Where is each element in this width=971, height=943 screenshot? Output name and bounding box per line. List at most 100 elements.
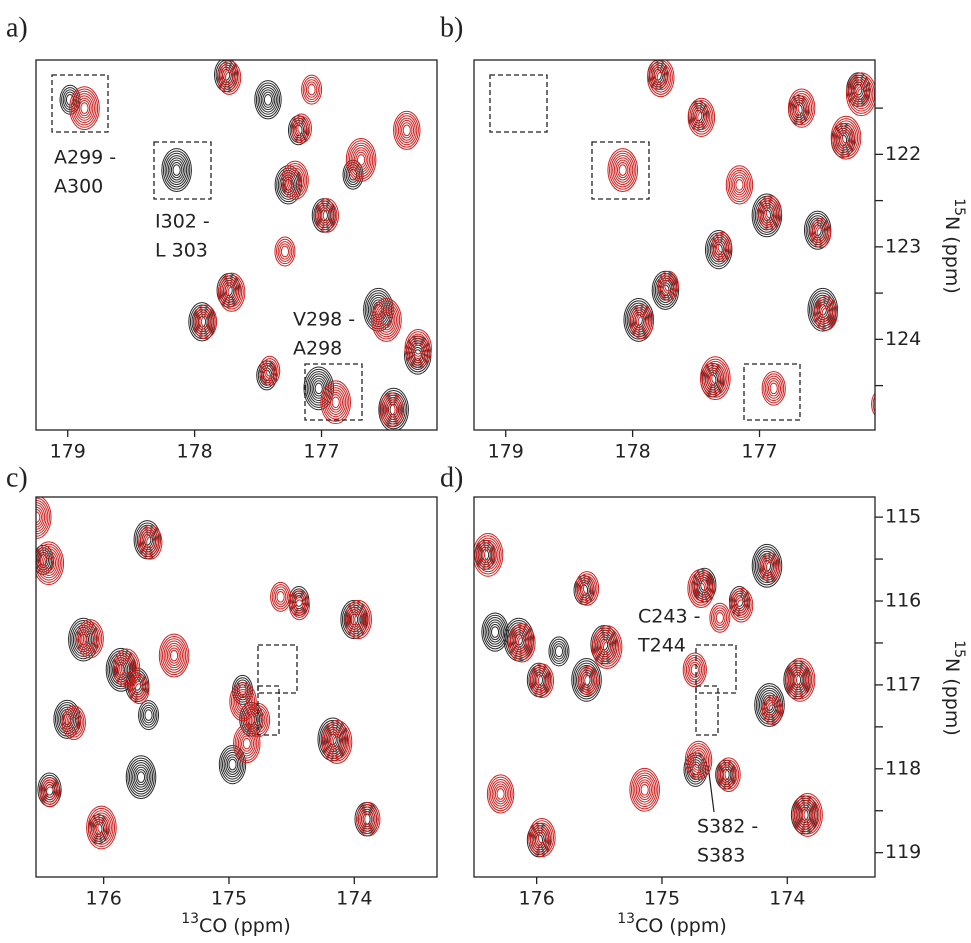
contour (482, 546, 494, 563)
contour (629, 304, 654, 340)
contour (651, 64, 670, 91)
contour (640, 783, 649, 796)
contour (241, 735, 253, 752)
peak (759, 552, 781, 583)
contour (225, 284, 238, 301)
contour (762, 557, 778, 578)
contour (325, 387, 347, 418)
contour (496, 788, 505, 800)
contour (112, 648, 141, 688)
peak (356, 801, 381, 837)
contour (574, 571, 600, 606)
contour (84, 630, 96, 647)
contour (324, 724, 350, 760)
peak (629, 304, 654, 340)
highlight-box (591, 141, 650, 200)
contour (689, 747, 708, 774)
peak (700, 356, 731, 401)
peak (757, 195, 783, 230)
contour (292, 594, 307, 616)
contour (141, 704, 156, 726)
contour (242, 737, 251, 750)
peak (345, 138, 377, 182)
peak (320, 380, 352, 425)
contour (374, 302, 399, 338)
peak (574, 571, 600, 606)
contour (144, 709, 153, 721)
contour (39, 777, 61, 808)
peak (474, 532, 504, 577)
contour (36, 545, 61, 581)
contour (708, 367, 723, 389)
contour (225, 754, 240, 775)
contour (833, 120, 859, 155)
contour (70, 88, 99, 128)
contour (331, 396, 340, 409)
peak (233, 724, 261, 764)
peak (845, 72, 875, 117)
contour (219, 274, 244, 310)
highlight-box (695, 685, 719, 736)
contour (314, 382, 323, 395)
contour (199, 313, 211, 330)
peak-annotation: T244 (637, 635, 686, 657)
contour (576, 573, 598, 604)
contour (594, 629, 620, 665)
contour (761, 371, 786, 406)
peak (607, 148, 639, 192)
contour (529, 820, 555, 855)
contour (801, 806, 814, 824)
x-tick-label: 174 (769, 888, 805, 910)
highlight-box (489, 74, 548, 133)
contour (764, 204, 776, 221)
contour (686, 743, 711, 778)
contour (409, 335, 428, 362)
x-tick-label: 175 (644, 888, 680, 910)
contour (200, 315, 210, 328)
peak (591, 625, 623, 670)
contour (821, 307, 830, 320)
peak (69, 86, 100, 130)
contour (255, 82, 281, 118)
contour (41, 552, 57, 574)
contour (754, 683, 785, 727)
y-tick-label: 124 (885, 328, 921, 350)
contour (615, 159, 631, 181)
contour (220, 64, 239, 91)
contour (326, 389, 345, 415)
contour (356, 801, 381, 837)
peak (371, 298, 402, 342)
contour (172, 164, 181, 176)
peak (218, 744, 247, 785)
peak (138, 700, 160, 731)
contour (163, 640, 185, 671)
contour (97, 821, 106, 834)
contour (37, 551, 49, 569)
contour (837, 125, 855, 151)
contour (795, 100, 808, 117)
label-text: CO (ppm) (199, 915, 291, 937)
contour (332, 736, 342, 748)
contour (322, 209, 331, 222)
contour (580, 670, 596, 692)
contour (77, 97, 92, 119)
contour (105, 647, 137, 692)
highlight-box (51, 74, 109, 133)
contour (305, 81, 318, 98)
contour (531, 822, 553, 853)
contour (69, 86, 100, 130)
contour (290, 113, 312, 144)
x-tick-label: 179 (488, 441, 524, 463)
contour (76, 619, 104, 659)
panel-label: c) (6, 462, 28, 493)
peak (577, 665, 599, 696)
contour (221, 67, 237, 88)
contour (820, 305, 832, 322)
contour (630, 770, 659, 810)
peak (629, 767, 660, 812)
contour (536, 672, 548, 689)
peak (711, 231, 733, 262)
peak (792, 793, 823, 837)
contour (765, 561, 775, 574)
contour (287, 169, 303, 191)
